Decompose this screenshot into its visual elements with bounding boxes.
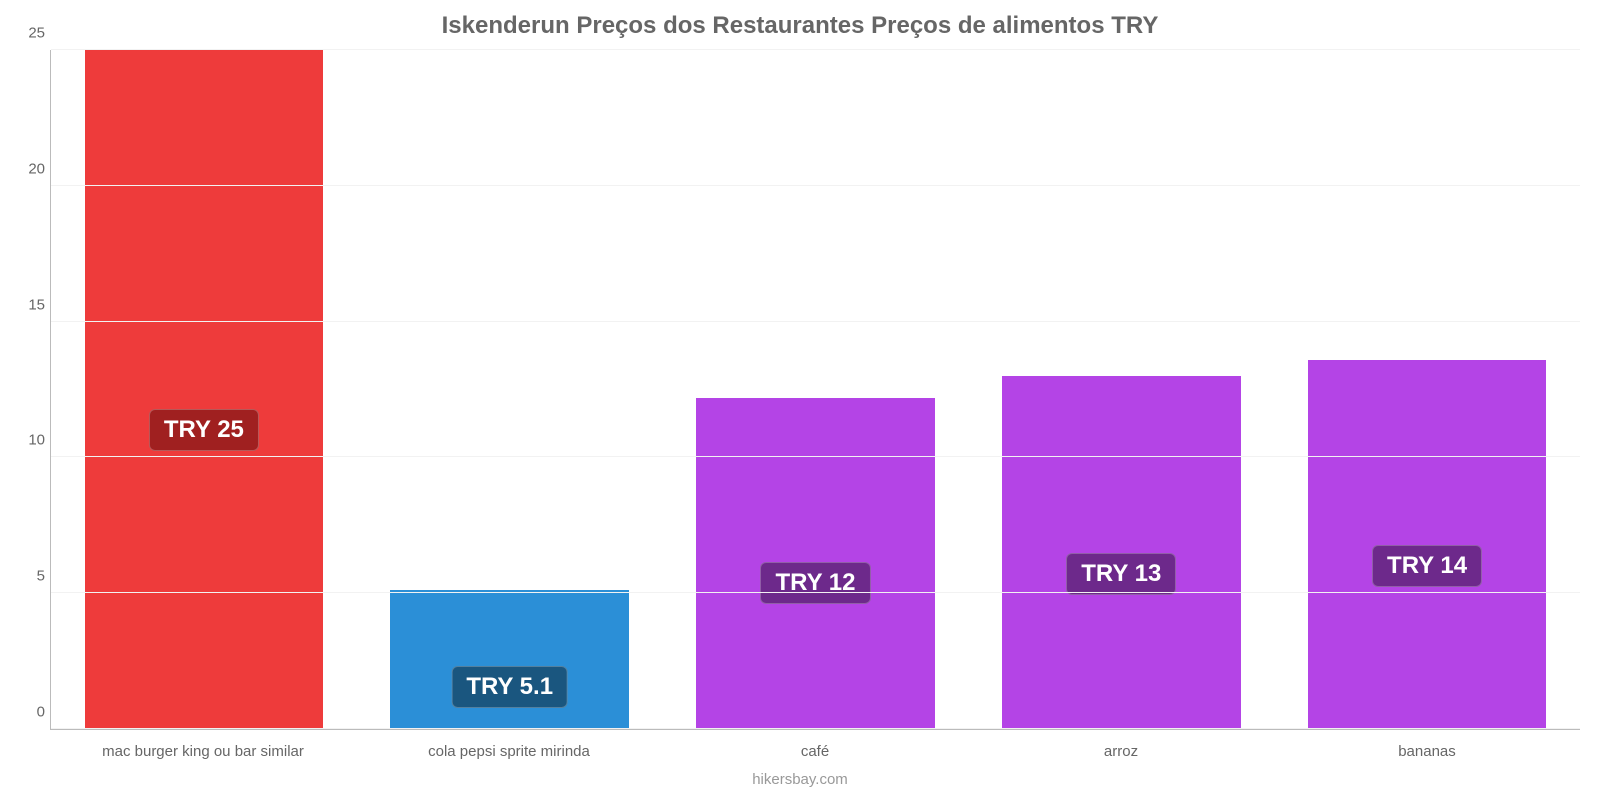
x-axis-labels: mac burger king ou bar similarcola pepsi… [50,743,1580,760]
y-tick-label: 10 [11,432,45,449]
bar: TRY 5.1 [390,590,629,729]
credit-text: hikersbay.com [0,771,1600,788]
x-tick-label: café [662,743,968,760]
bar-slot: TRY 12 [663,50,969,729]
bar-slot: TRY 13 [968,50,1274,729]
x-tick-label: arroz [968,743,1274,760]
gridline [51,185,1580,186]
gridline [51,592,1580,593]
gridline [51,321,1580,322]
bar-slot: TRY 25 [51,50,357,729]
y-tick-label: 20 [11,160,45,177]
gridline [51,728,1580,729]
chart-container: Iskenderun Preços dos Restaurantes Preço… [0,0,1600,800]
chart-title: Iskenderun Preços dos Restaurantes Preço… [0,0,1600,48]
y-tick-label: 5 [11,568,45,585]
gridline [51,456,1580,457]
plot-area: TRY 25TRY 5.1TRY 12TRY 13TRY 14 05101520… [50,50,1580,730]
value-badge: TRY 12 [760,562,870,604]
value-badge: TRY 13 [1066,553,1176,595]
value-badge: TRY 14 [1372,545,1482,587]
x-tick-label: mac burger king ou bar similar [50,743,356,760]
bar-slot: TRY 14 [1274,50,1580,729]
bar-slot: TRY 5.1 [357,50,663,729]
value-badge: TRY 25 [149,409,259,451]
bar: TRY 12 [696,398,935,729]
value-badge: TRY 5.1 [451,666,568,708]
bar: TRY 14 [1308,360,1547,729]
y-tick-label: 25 [11,25,45,42]
y-tick-label: 15 [11,296,45,313]
bars-group: TRY 25 TRY 5.1 TRY 12 TRY 13 TRY 14 [51,50,1580,729]
x-tick-label: bananas [1274,743,1580,760]
bar: TRY 13 [1002,376,1241,729]
y-tick-label: 0 [11,704,45,721]
bar: TRY 25 [85,50,324,729]
x-tick-label: cola pepsi sprite mirinda [356,743,662,760]
gridline [51,49,1580,50]
